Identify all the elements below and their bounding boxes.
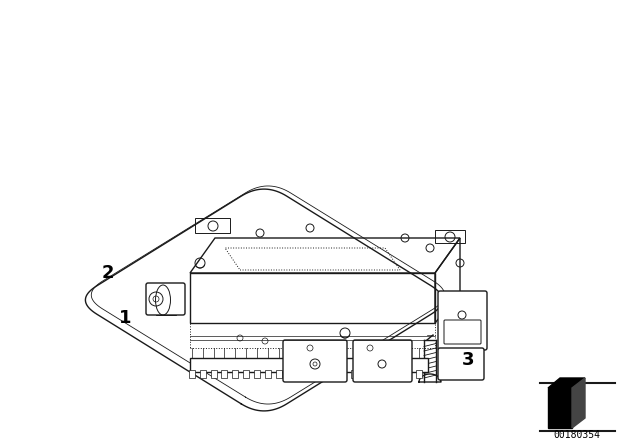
FancyBboxPatch shape (189, 370, 195, 378)
FancyBboxPatch shape (362, 370, 368, 378)
Text: 1: 1 (119, 309, 131, 327)
FancyBboxPatch shape (297, 370, 303, 378)
FancyBboxPatch shape (232, 370, 238, 378)
FancyBboxPatch shape (243, 370, 249, 378)
FancyBboxPatch shape (190, 358, 428, 372)
FancyBboxPatch shape (394, 370, 401, 378)
FancyBboxPatch shape (319, 370, 325, 378)
Polygon shape (572, 378, 585, 428)
FancyBboxPatch shape (286, 370, 292, 378)
FancyBboxPatch shape (416, 370, 422, 378)
FancyBboxPatch shape (283, 340, 347, 382)
FancyBboxPatch shape (330, 370, 335, 378)
FancyBboxPatch shape (211, 370, 216, 378)
Polygon shape (548, 388, 572, 428)
FancyBboxPatch shape (254, 370, 260, 378)
Polygon shape (419, 374, 441, 382)
FancyBboxPatch shape (438, 348, 484, 380)
FancyBboxPatch shape (405, 370, 412, 378)
FancyBboxPatch shape (146, 283, 185, 315)
FancyBboxPatch shape (353, 340, 412, 382)
FancyBboxPatch shape (351, 370, 357, 378)
FancyBboxPatch shape (200, 370, 206, 378)
Text: 2: 2 (102, 264, 115, 282)
FancyBboxPatch shape (373, 370, 379, 378)
FancyBboxPatch shape (384, 370, 390, 378)
FancyBboxPatch shape (276, 370, 282, 378)
FancyBboxPatch shape (156, 285, 175, 315)
Text: 3: 3 (461, 351, 474, 369)
FancyBboxPatch shape (221, 370, 227, 378)
FancyBboxPatch shape (308, 370, 314, 378)
FancyBboxPatch shape (438, 291, 487, 350)
Text: 00180354: 00180354 (554, 430, 600, 440)
FancyBboxPatch shape (265, 370, 271, 378)
FancyBboxPatch shape (340, 370, 346, 378)
Polygon shape (548, 378, 585, 388)
